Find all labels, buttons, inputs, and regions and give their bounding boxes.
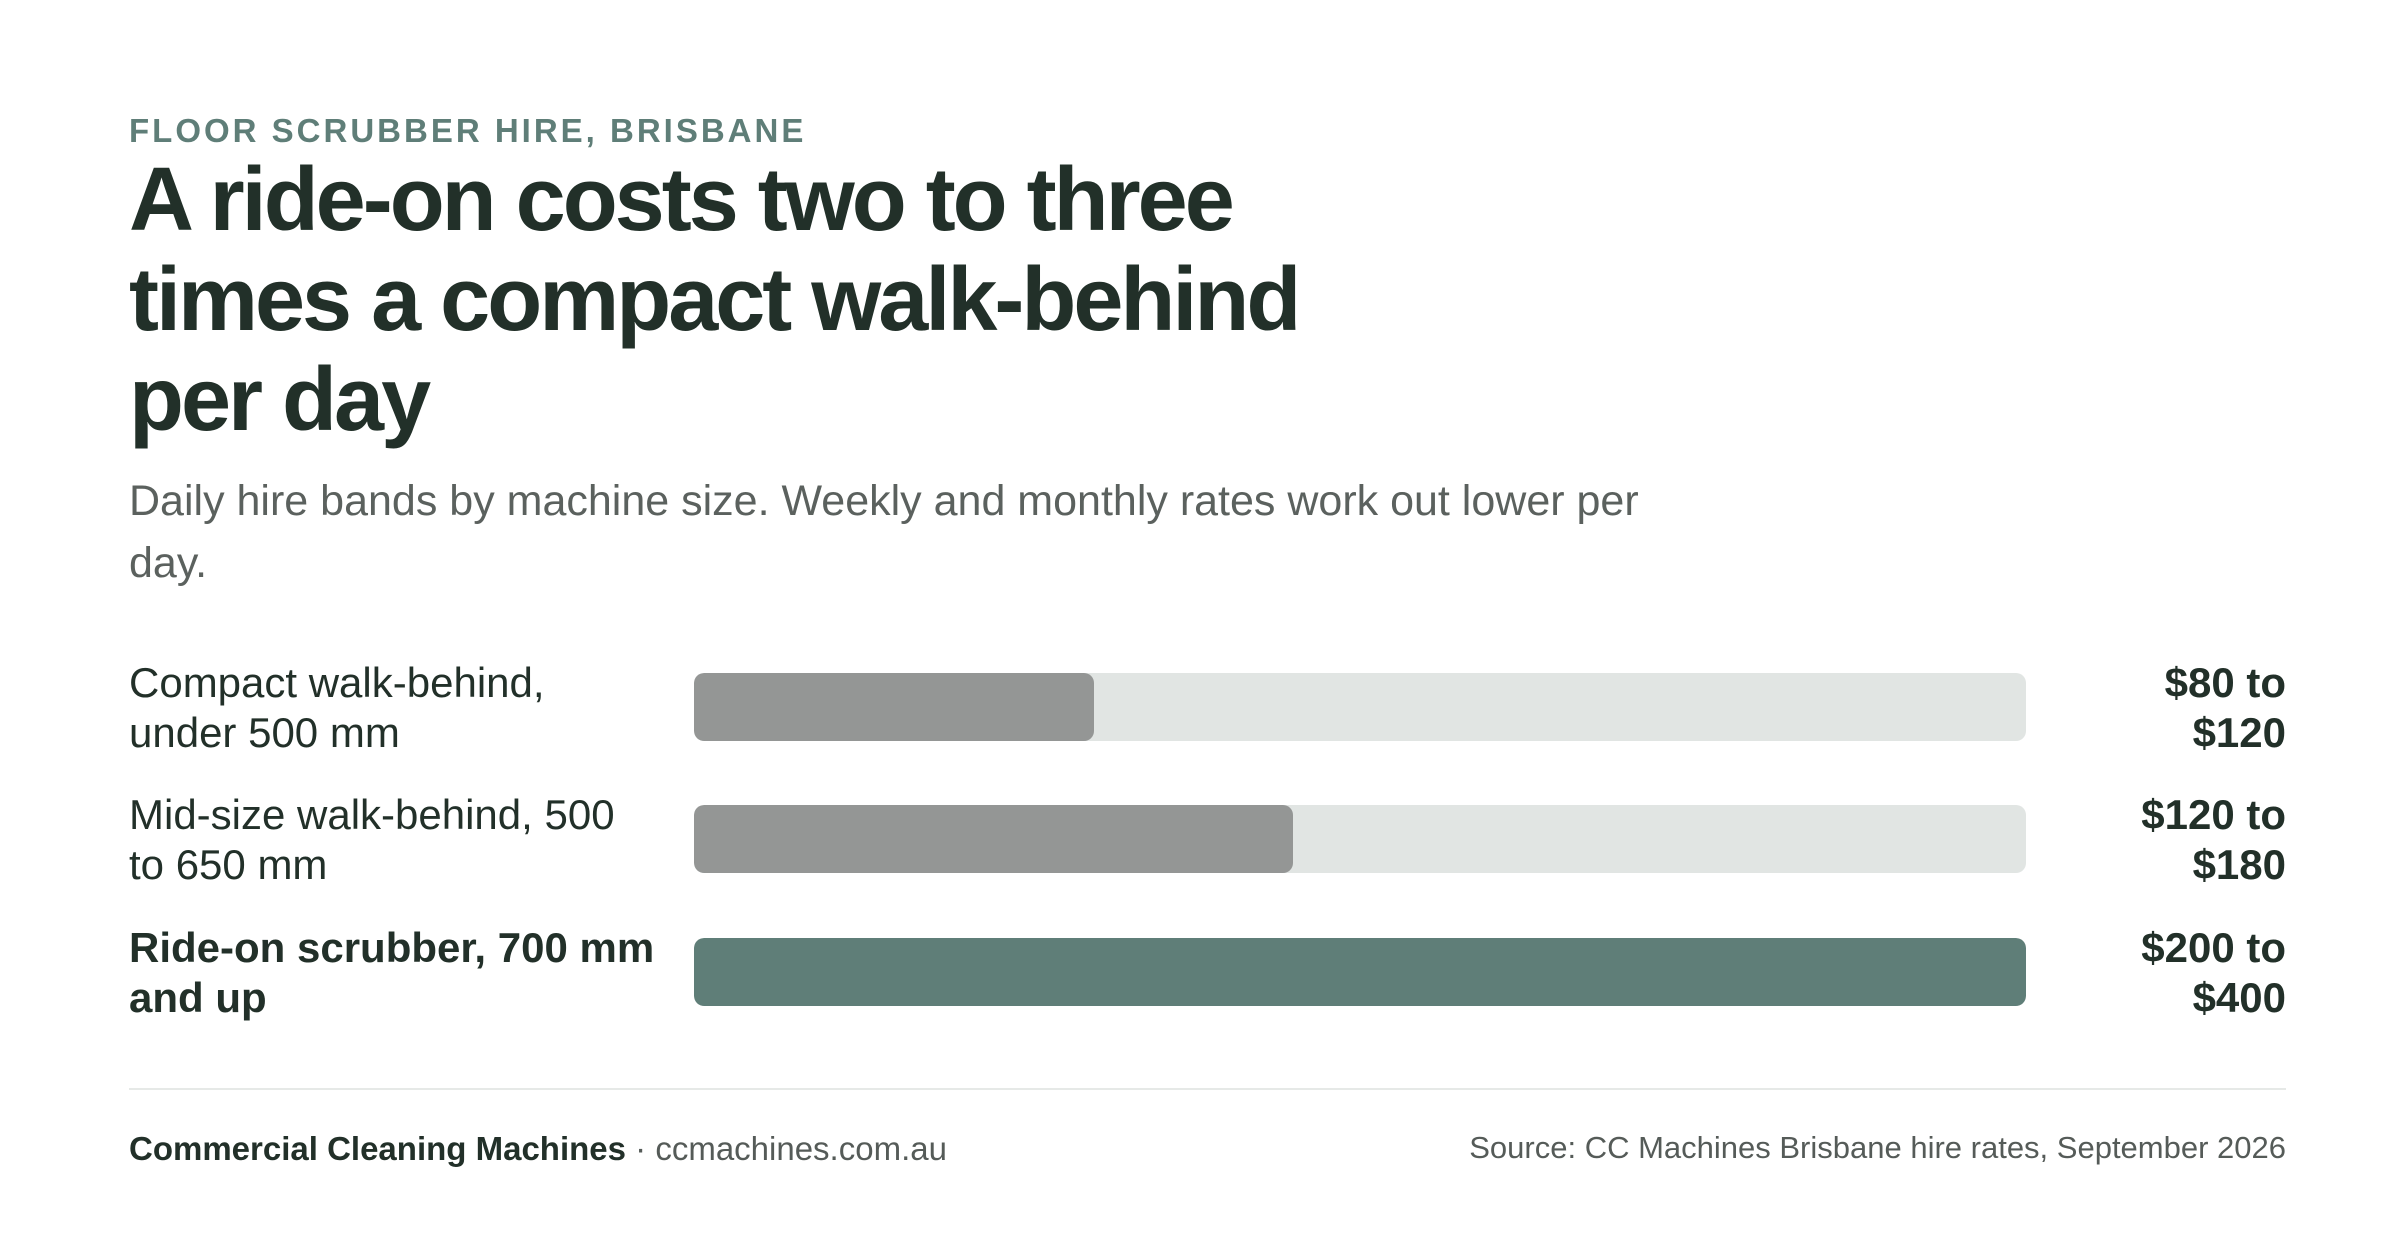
bar-chart: Compact walk-behind, under 500 mm $80 to … (129, 655, 2286, 1035)
bar-row: Ride-on scrubber, 700 mm and up $200 to $… (129, 920, 2286, 1030)
footer-separator: · (635, 1130, 647, 1167)
source-note: Source: CC Machines Brisbane hire rates,… (1469, 1130, 2286, 1165)
bar-track (694, 938, 2026, 1006)
category-label: Mid-size walk-behind, 500 to 650 mm (129, 791, 615, 888)
chart-title: A ride-on costs two to three times a com… (129, 150, 1301, 450)
bar-row: Mid-size walk-behind, 500 to 650 mm $120 … (129, 787, 2286, 897)
bar (694, 673, 1094, 741)
chart-subtitle: Daily hire bands by machine size. Weekly… (129, 477, 1639, 587)
bar-track (694, 805, 2026, 873)
footer-credit: Commercial Cleaning Machines · ccmachine… (129, 1130, 947, 1168)
site-url[interactable]: ccmachines.com.au (655, 1130, 947, 1167)
bar-track (694, 673, 2026, 741)
category-label: Ride-on scrubber, 700 mm and up (129, 924, 655, 1021)
bar (694, 938, 2026, 1006)
value-label: $80 to $120 (2164, 659, 2286, 756)
category-label: Compact walk-behind, under 500 mm (129, 659, 545, 756)
divider (129, 1088, 2286, 1090)
value-label: $120 to $180 (2141, 791, 2286, 888)
value-label: $200 to $400 (2141, 924, 2286, 1021)
brand-name: Commercial Cleaning Machines (129, 1130, 626, 1167)
chart-card: FLOOR SCRUBBER HIRE, BRISBANE A ride-on … (129, 0, 2286, 1242)
eyebrow: FLOOR SCRUBBER HIRE, BRISBANE (129, 112, 807, 149)
bar-row: Compact walk-behind, under 500 mm $80 to … (129, 655, 2286, 765)
bar (694, 805, 1293, 873)
